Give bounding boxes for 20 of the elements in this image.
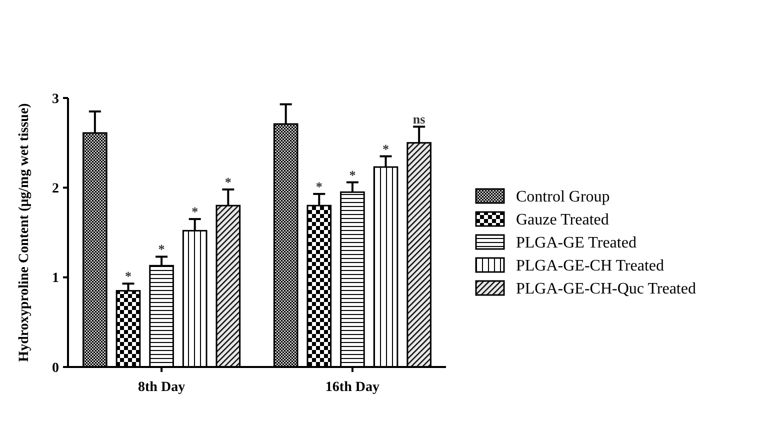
annotation: *	[224, 174, 232, 190]
y-tick-label: 1	[52, 271, 59, 286]
annotation: ns	[412, 112, 426, 127]
x-tick-label: 16th Day	[325, 380, 380, 395]
y-tick-label: 3	[52, 92, 59, 107]
annotation: *	[124, 268, 132, 284]
annotation: *	[382, 141, 390, 156]
y-tick-label: 0	[52, 360, 59, 376]
legend-label: PLGA-GE Treated	[516, 234, 636, 252]
annotation: *	[349, 167, 356, 182]
y-axis-title: Hydroxyproline Content (μg/mg wet tissue)	[17, 102, 32, 362]
annotation: *	[158, 242, 165, 257]
annotation: *	[192, 204, 198, 220]
legend-label: PLGA-GE-CH-Quc Treated	[516, 280, 696, 298]
legend-label: PLGA-GE-CH Treated	[516, 258, 664, 275]
legend-label: Gauze Treated	[516, 212, 609, 229]
legend-label: Control Group	[516, 188, 610, 206]
y-tick-label: 2	[52, 182, 59, 197]
x-tick-label: 8th Day	[138, 380, 186, 395]
annotation: *	[316, 178, 322, 194]
